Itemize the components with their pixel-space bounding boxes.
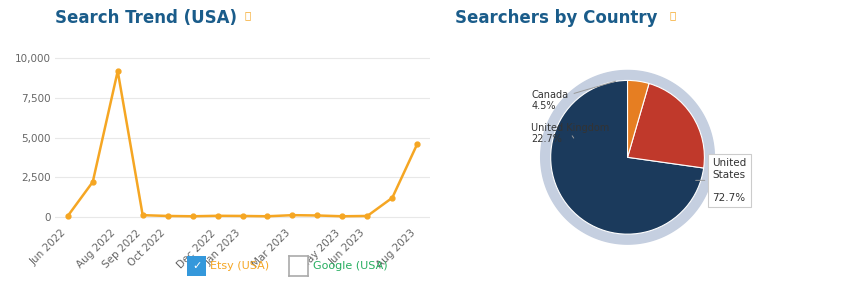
Text: ❓: ❓ (244, 10, 250, 20)
Text: United Kingdom
22.7%: United Kingdom 22.7% (532, 123, 609, 144)
Text: Search Trend (USA): Search Trend (USA) (55, 9, 237, 27)
Wedge shape (627, 80, 649, 157)
Text: ✓: ✓ (191, 261, 202, 271)
Wedge shape (551, 80, 704, 234)
Text: Etsy (USA): Etsy (USA) (210, 261, 269, 271)
Text: Canada
4.5%: Canada 4.5% (532, 81, 615, 111)
Polygon shape (540, 70, 714, 244)
Text: ❓: ❓ (670, 10, 676, 20)
Text: Google (USA): Google (USA) (313, 261, 388, 271)
Text: United
States

72.7%: United States 72.7% (695, 158, 746, 203)
Wedge shape (627, 84, 705, 168)
Text: Searchers by Country: Searchers by Country (455, 9, 658, 27)
